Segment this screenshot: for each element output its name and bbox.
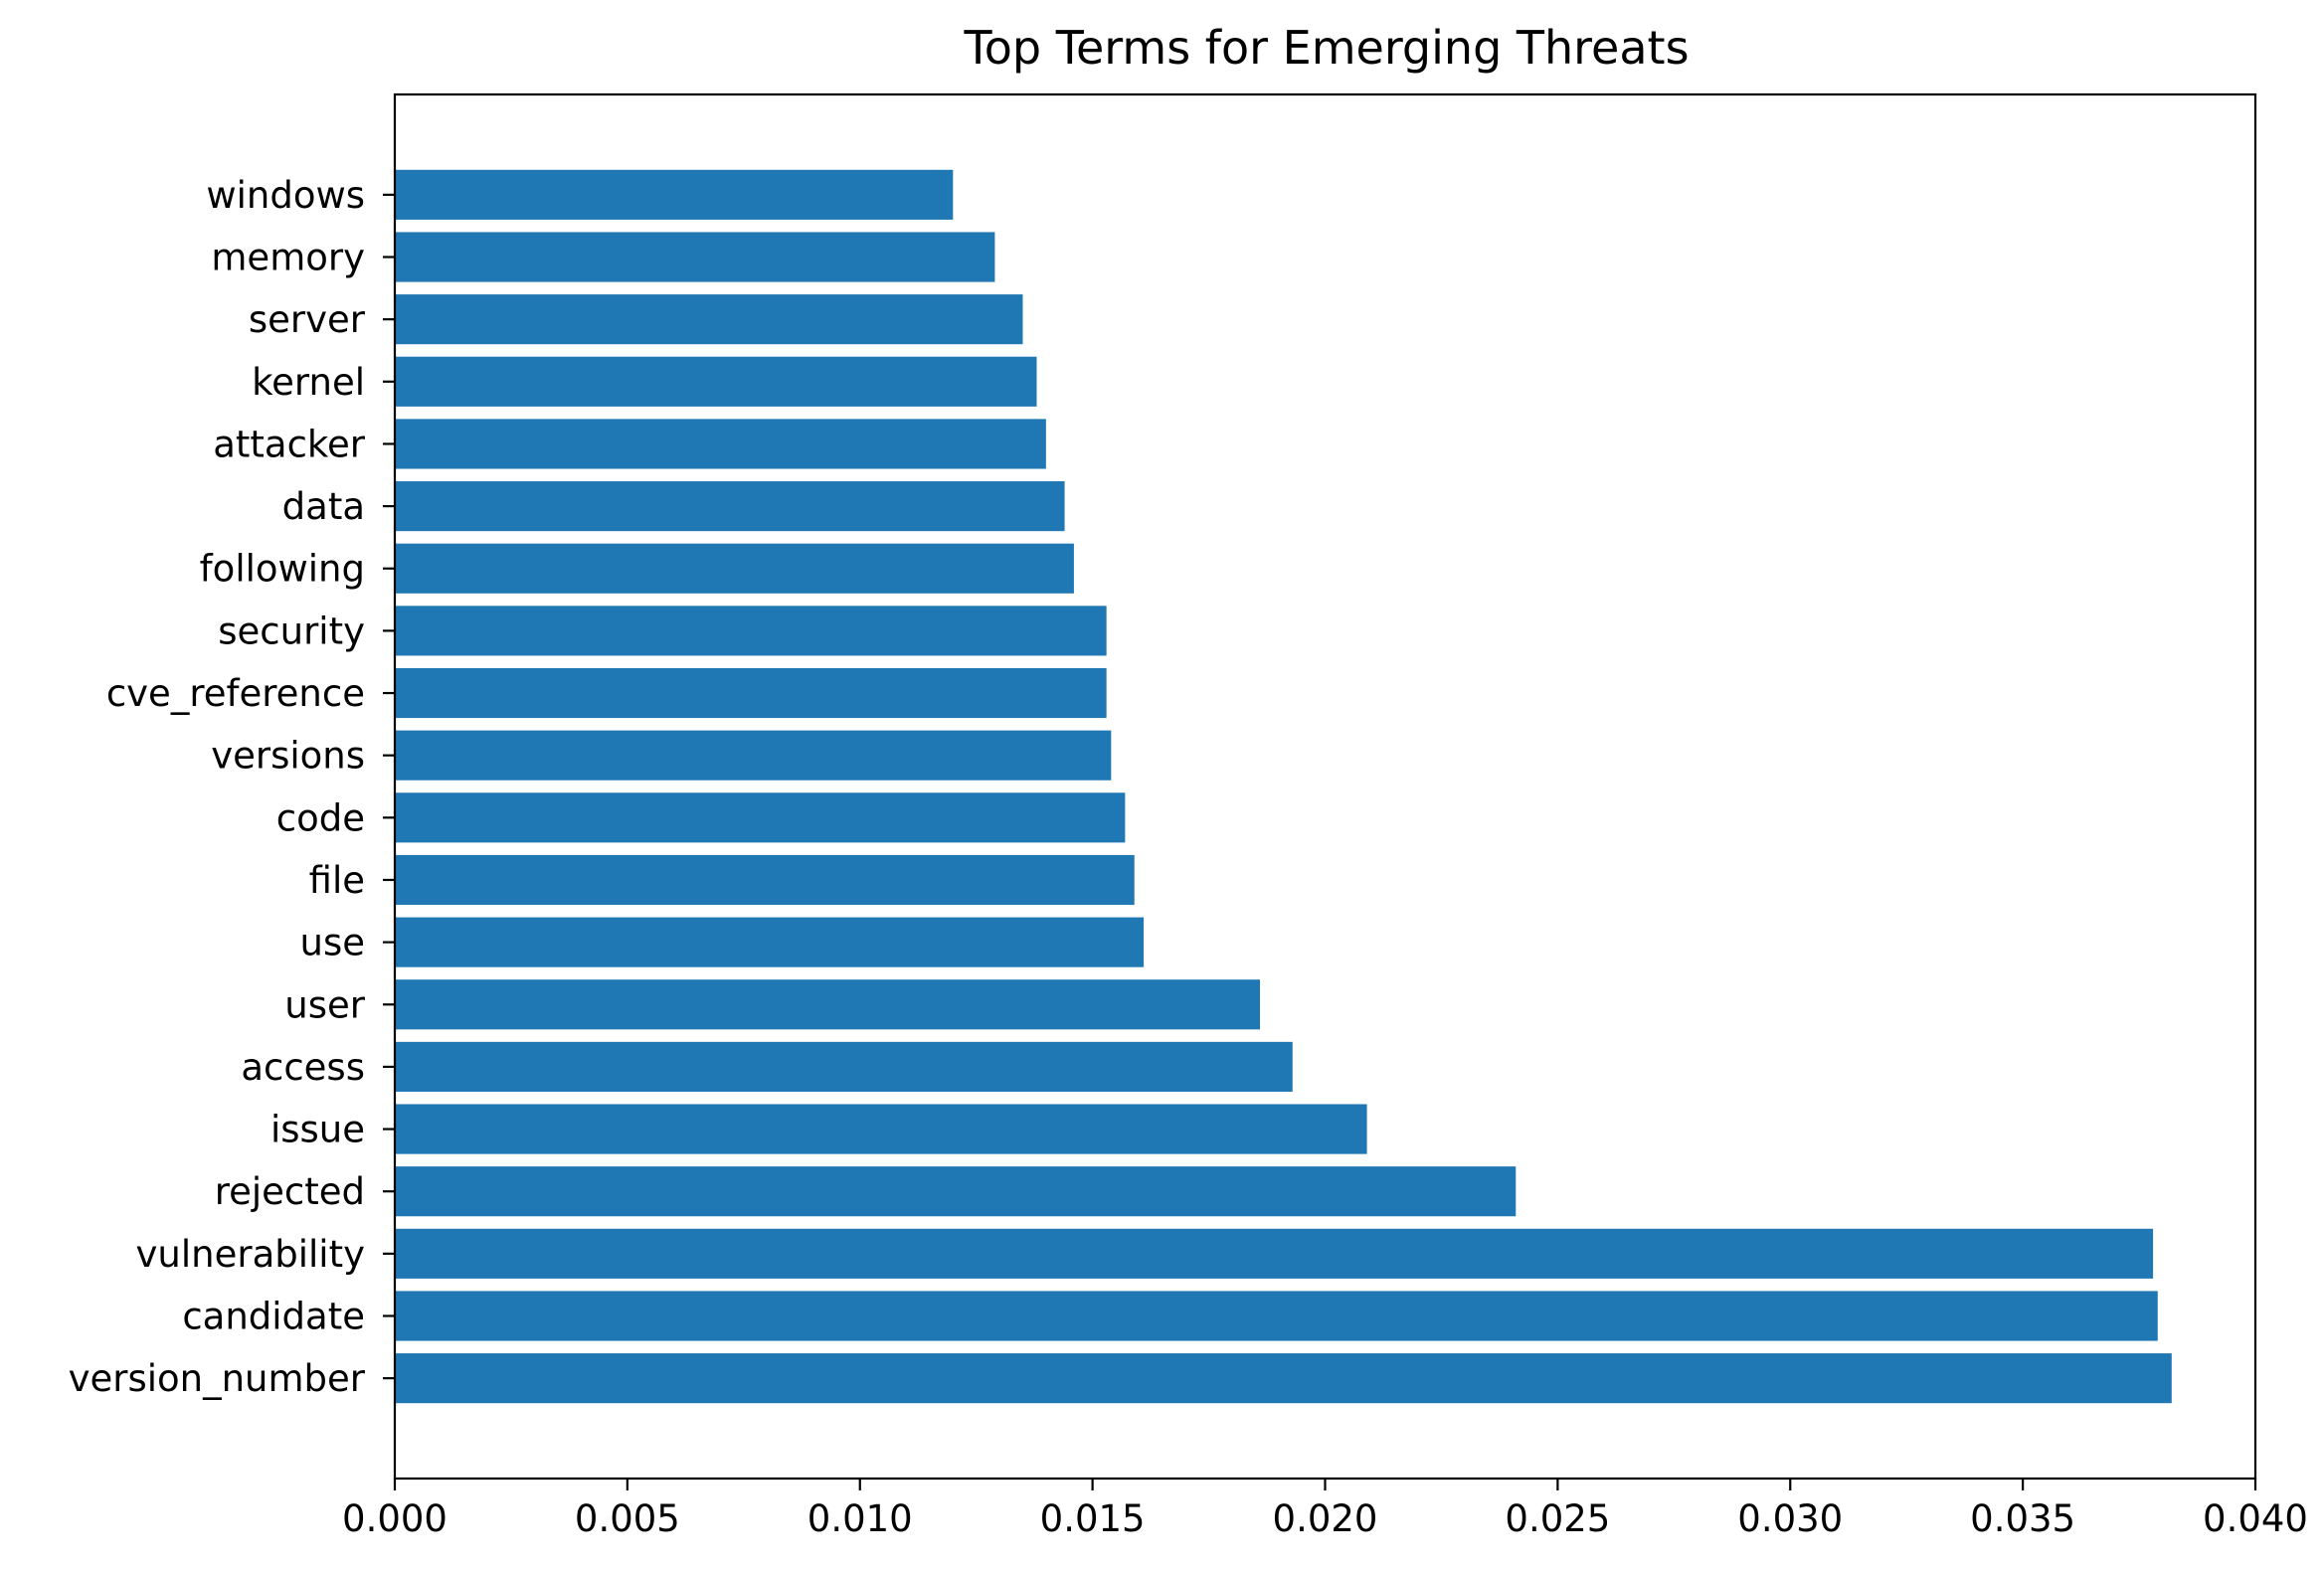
y-tick-label: security [218,610,365,652]
x-tick-label: 0.020 [1273,1497,1378,1540]
x-tick-label: 0.030 [1737,1497,1843,1540]
bar-user [395,979,1261,1030]
x-tick-label: 0.010 [807,1497,913,1540]
y-tick-label: cve_reference [106,672,365,715]
y-tick-label: file [309,859,365,902]
x-tick-label: 0.040 [2203,1497,2308,1540]
y-tick-label: windows [206,174,365,217]
y-tick-label: candidate [182,1295,365,1337]
y-tick-label: attacker [213,423,366,465]
bar-access [395,1041,1293,1092]
bar-issue [395,1104,1367,1154]
bar-cve-reference [395,667,1107,719]
x-axis: 0.000 0.005 0.010 0.015 0.020 0.025 0.030 0.035… [342,1479,2308,1540]
bar-version-number [395,1353,2172,1404]
y-tick-label: version_number [69,1357,366,1400]
bar-following [395,543,1074,594]
bar-attacker [395,419,1046,469]
y-tick-label: issue [270,1109,365,1151]
bars-group [395,169,2172,1404]
y-axis: version_number candidate vulnerability reje… [69,174,395,1400]
y-tick-label: user [284,983,365,1026]
y-tick-label: following [200,548,365,591]
bar-vulnerability [395,1228,2154,1279]
y-tick-label: access [241,1046,365,1089]
x-tick-label: 0.015 [1040,1497,1146,1540]
bar-rejected [395,1166,1517,1217]
bar-kernel [395,356,1037,407]
bar-server [395,294,1023,345]
y-tick-label: data [282,485,365,528]
bar-code [395,792,1126,843]
x-tick-label: 0.005 [575,1497,680,1540]
bar-candidate [395,1291,2158,1341]
y-tick-label: versions [211,735,365,778]
y-tick-label: rejected [215,1170,365,1213]
x-tick-label: 0.025 [1505,1497,1610,1540]
x-tick-label: 0.035 [1970,1497,2075,1540]
bar-security [395,606,1107,656]
bar-data [395,481,1065,532]
x-tick-label: 0.000 [342,1497,447,1540]
bar-windows [395,169,954,220]
bar-file [395,854,1135,906]
y-tick-label: kernel [252,361,365,404]
bar-memory [395,232,995,282]
y-tick-label: server [249,298,366,341]
bar-versions [395,730,1112,781]
chart-title: Top Terms for Emerging Threats [963,21,1689,75]
y-tick-label: code [276,796,365,839]
y-tick-label: memory [211,237,365,279]
plot-frame [393,92,2257,1481]
y-tick-label: vulnerability [136,1233,365,1276]
y-tick-label: use [300,922,366,964]
bar-use [395,917,1145,967]
